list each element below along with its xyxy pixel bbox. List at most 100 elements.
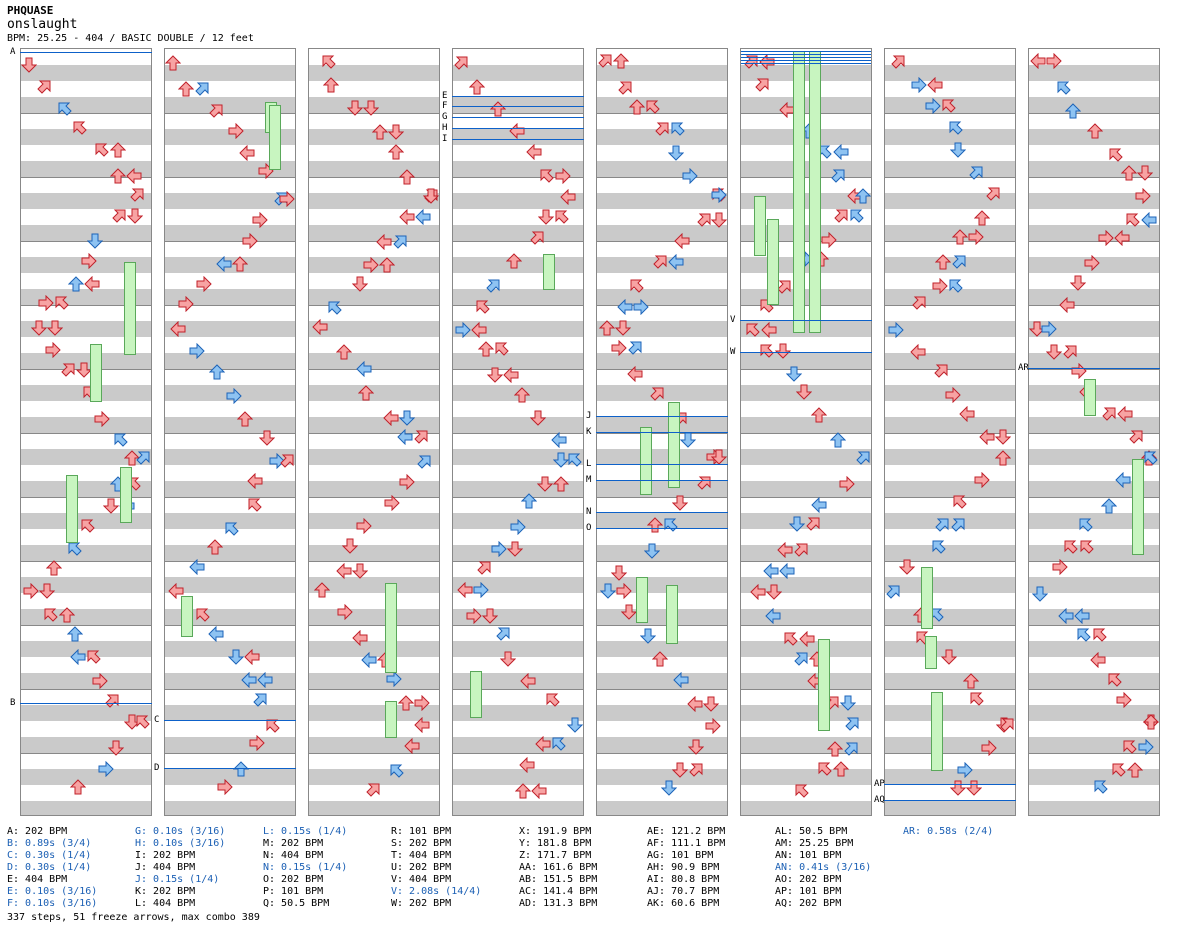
measure-line [597, 177, 727, 178]
legend-entry: AM: 25.25 BPM [775, 838, 854, 849]
freeze-arrow [470, 671, 482, 718]
measure-line [885, 433, 1015, 434]
step-arrow-up-icon [974, 210, 990, 226]
measure-line [309, 305, 439, 306]
step-arrow-down-icon [47, 320, 63, 336]
step-arrow-up-icon [1101, 498, 1117, 514]
step-arrow-down-icon [950, 142, 966, 158]
step-arrow-up-icon [514, 387, 530, 403]
legend-entry: E: 0.10s (3/16) [7, 886, 98, 897]
section-label: AP [874, 779, 885, 789]
step-arrow-left-icon [241, 672, 257, 688]
legend-entry: U: 202 BPM [391, 862, 452, 873]
step-arrow-down-icon [840, 695, 856, 711]
step-arrow-ul-icon [932, 540, 946, 554]
step-arrow-up-icon [207, 539, 223, 555]
step-arrow-left-icon [1117, 406, 1133, 422]
step-arrow-left-icon [244, 649, 260, 665]
measure-line [885, 753, 1015, 754]
step-arrow-right-icon [196, 276, 212, 292]
measure-line [21, 625, 151, 626]
legend-entry: G: 0.10s (3/16) [135, 826, 226, 837]
step-arrow-up-icon [506, 253, 522, 269]
step-arrow-right-icon [337, 604, 353, 620]
step-arrow-left-icon [189, 559, 205, 575]
step-arrow-up-icon [613, 53, 629, 69]
legend-entry: AO: 202 BPM [775, 874, 842, 885]
section-marker-line [164, 720, 296, 721]
measure-line [309, 625, 439, 626]
step-arrow-right-icon [386, 671, 402, 687]
step-arrow-right-icon [974, 472, 990, 488]
freeze-arrow [636, 577, 648, 623]
step-arrow-left-icon [336, 563, 352, 579]
step-arrow-down-icon [1070, 275, 1086, 291]
section-marker-line [884, 784, 1016, 785]
legend-entry: AF: 111.1 BPM [647, 838, 726, 849]
measure-line [165, 433, 295, 434]
step-arrow-down-icon [259, 430, 275, 446]
step-arrow-ur-icon [986, 187, 1000, 201]
section-label: L [586, 459, 592, 469]
step-arrow-ul-icon [1108, 673, 1122, 687]
step-arrow-down-icon [423, 188, 439, 204]
step-arrow-left-icon [84, 276, 100, 292]
step-arrow-down-icon [21, 57, 37, 73]
legend-entry: M: 202 BPM [263, 838, 324, 849]
step-arrow-ur-icon [794, 652, 808, 666]
section-label: G [442, 112, 448, 122]
legend-entry: V: 404 BPM [391, 874, 452, 885]
step-arrow-ur-icon [697, 476, 711, 490]
step-arrow-ul-icon [495, 342, 509, 356]
step-arrow-down-icon [615, 320, 631, 336]
step-arrow-left-icon [356, 361, 372, 377]
step-arrow-up-icon [1143, 714, 1159, 730]
step-arrow-ur-icon [253, 693, 267, 707]
section-marker-line [596, 464, 728, 465]
section-marker-line [1028, 368, 1160, 369]
measure-line [21, 305, 151, 306]
step-arrow-up-icon [469, 79, 485, 95]
step-arrow-right-icon [252, 212, 268, 228]
step-arrow-ul-icon [795, 784, 809, 798]
step-arrow-up-icon [70, 779, 86, 795]
step-arrow-ur-icon [777, 280, 791, 294]
step-arrow-up-icon [379, 257, 395, 273]
song-name: onslaught [7, 17, 78, 32]
step-arrow-right-icon [45, 342, 61, 358]
step-arrow-up-icon [46, 560, 62, 576]
step-arrow-down-icon [108, 740, 124, 756]
step-arrow-ur-icon [486, 279, 500, 293]
step-arrow-ul-icon [73, 121, 87, 135]
step-arrow-up-icon [830, 432, 846, 448]
step-arrow-up-icon [59, 607, 75, 623]
legend-entry: AQ: 202 BPM [775, 898, 842, 909]
legend-entry: X: 191.9 BPM [519, 826, 592, 837]
step-arrow-right-icon [821, 232, 837, 248]
step-arrow-up-icon [995, 450, 1011, 466]
section-label: H [442, 123, 448, 133]
freeze-arrow [385, 583, 397, 673]
step-arrow-left-icon [761, 322, 777, 338]
step-arrow-ur-icon [653, 255, 667, 269]
step-arrow-right-icon [178, 296, 194, 312]
measure-line [741, 433, 871, 434]
step-arrow-right-icon [1071, 363, 1087, 379]
step-arrow-left-icon [519, 757, 535, 773]
measure-line [885, 689, 1015, 690]
step-arrow-ul-icon [390, 764, 404, 778]
legend-entry: C: 0.30s (1/4) [7, 850, 92, 861]
step-arrow-ur-icon [393, 235, 407, 249]
step-arrow-ul-icon [81, 519, 95, 533]
step-arrow-left-icon [959, 406, 975, 422]
measure-line [165, 689, 295, 690]
step-arrow-up-icon [478, 341, 494, 357]
step-arrow-right-icon [555, 168, 571, 184]
measure-line [885, 241, 1015, 242]
measure-line [597, 113, 727, 114]
measure-line [1029, 305, 1159, 306]
measure-line [597, 369, 727, 370]
legend-entry: AA: 161.6 BPM [519, 862, 598, 873]
step-arrow-left-icon [627, 366, 643, 382]
freeze-arrow [640, 427, 652, 495]
